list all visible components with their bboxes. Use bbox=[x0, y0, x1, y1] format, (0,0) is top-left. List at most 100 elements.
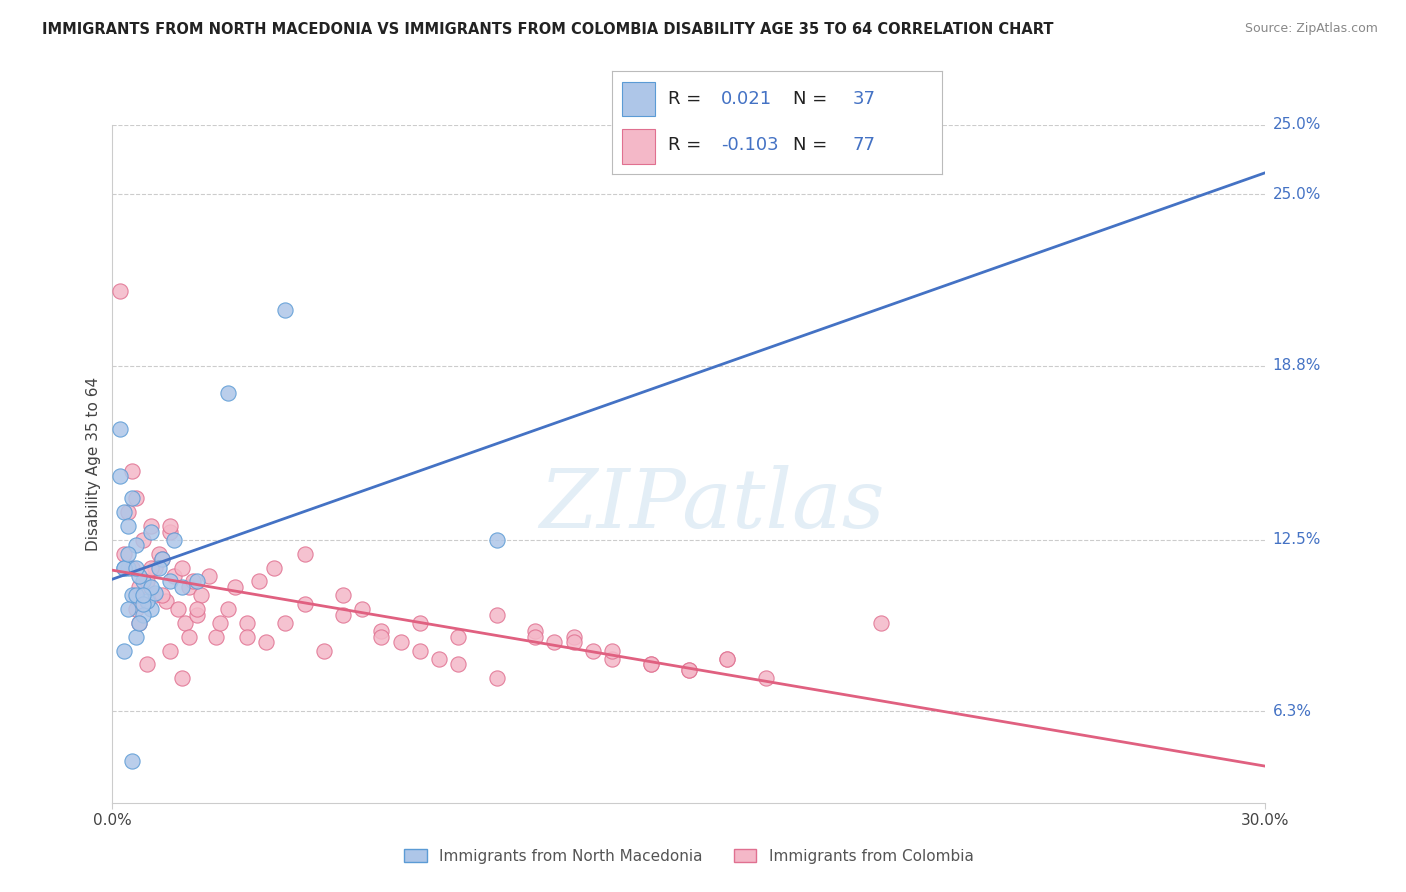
Point bbox=[274, 303, 297, 318]
Text: 25.0%: 25.0% bbox=[1272, 186, 1320, 202]
Point bbox=[294, 547, 316, 561]
Point bbox=[117, 505, 139, 519]
Point bbox=[186, 607, 208, 622]
Point bbox=[409, 643, 432, 657]
Point bbox=[128, 569, 150, 583]
Point bbox=[678, 663, 700, 677]
Point bbox=[128, 615, 150, 630]
Y-axis label: Disability Age 35 to 64: Disability Age 35 to 64 bbox=[86, 376, 101, 551]
Point bbox=[139, 524, 162, 539]
Point bbox=[112, 643, 135, 657]
Text: Source: ZipAtlas.com: Source: ZipAtlas.com bbox=[1244, 22, 1378, 36]
Point bbox=[236, 630, 259, 644]
Text: 25.0%: 25.0% bbox=[1272, 118, 1320, 132]
Point bbox=[166, 602, 188, 616]
Point bbox=[640, 657, 662, 672]
Point bbox=[148, 560, 170, 574]
Point bbox=[112, 560, 135, 574]
Point bbox=[136, 594, 159, 608]
Point bbox=[447, 657, 470, 672]
Point bbox=[128, 580, 150, 594]
Point bbox=[370, 630, 392, 644]
Point bbox=[370, 624, 392, 639]
Point bbox=[143, 585, 166, 599]
Point bbox=[124, 539, 146, 553]
Point bbox=[159, 574, 181, 589]
Text: 12.5%: 12.5% bbox=[1272, 533, 1320, 548]
Point bbox=[254, 635, 277, 649]
Point bbox=[139, 580, 162, 594]
Point bbox=[179, 630, 201, 644]
Point bbox=[121, 491, 143, 506]
Point bbox=[143, 560, 166, 574]
Point bbox=[132, 607, 155, 622]
Point bbox=[312, 643, 335, 657]
Point bbox=[152, 552, 174, 566]
Point bbox=[108, 422, 131, 436]
Point bbox=[600, 652, 623, 666]
Point bbox=[543, 635, 565, 649]
Point bbox=[121, 754, 143, 768]
Point bbox=[224, 580, 246, 594]
Point bbox=[179, 580, 201, 594]
Point bbox=[117, 560, 139, 574]
Text: -0.103: -0.103 bbox=[721, 136, 779, 154]
Point bbox=[159, 643, 181, 657]
Point bbox=[124, 560, 146, 574]
Point bbox=[447, 630, 470, 644]
Point bbox=[409, 615, 432, 630]
Point bbox=[124, 588, 146, 602]
Point bbox=[174, 615, 197, 630]
Point bbox=[136, 574, 159, 589]
Point bbox=[136, 657, 159, 672]
Point bbox=[600, 643, 623, 657]
Point bbox=[389, 635, 412, 649]
Text: ZIPatlas: ZIPatlas bbox=[540, 465, 884, 544]
Text: 6.3%: 6.3% bbox=[1272, 704, 1312, 719]
Point bbox=[485, 671, 508, 685]
Point bbox=[159, 519, 181, 533]
Point bbox=[197, 569, 219, 583]
Point bbox=[139, 602, 162, 616]
Point bbox=[170, 560, 193, 574]
Point bbox=[124, 630, 146, 644]
Point bbox=[870, 615, 893, 630]
Text: R =: R = bbox=[668, 90, 707, 108]
Point bbox=[582, 643, 605, 657]
Point bbox=[124, 602, 146, 616]
Point bbox=[121, 464, 143, 478]
Text: 77: 77 bbox=[853, 136, 876, 154]
Text: 37: 37 bbox=[853, 90, 876, 108]
Point bbox=[108, 469, 131, 483]
Point bbox=[716, 652, 738, 666]
Text: R =: R = bbox=[668, 136, 707, 154]
Point bbox=[132, 533, 155, 547]
Point bbox=[139, 560, 162, 574]
Point bbox=[236, 615, 259, 630]
Point bbox=[332, 607, 354, 622]
Point bbox=[132, 597, 155, 611]
Point bbox=[108, 284, 131, 298]
Point bbox=[112, 547, 135, 561]
Point bbox=[170, 671, 193, 685]
Point bbox=[274, 615, 297, 630]
Point bbox=[152, 588, 174, 602]
Point bbox=[294, 597, 316, 611]
Point bbox=[755, 671, 778, 685]
Text: N =: N = bbox=[793, 136, 834, 154]
Point bbox=[562, 630, 585, 644]
Point bbox=[427, 652, 450, 666]
Point bbox=[121, 560, 143, 574]
Text: IMMIGRANTS FROM NORTH MACEDONIA VS IMMIGRANTS FROM COLOMBIA DISABILITY AGE 35 TO: IMMIGRANTS FROM NORTH MACEDONIA VS IMMIG… bbox=[42, 22, 1053, 37]
Point bbox=[124, 491, 146, 506]
Point bbox=[190, 588, 212, 602]
Point bbox=[112, 505, 135, 519]
Point bbox=[117, 547, 139, 561]
Point bbox=[186, 574, 208, 589]
Text: 18.8%: 18.8% bbox=[1272, 358, 1320, 373]
Point bbox=[163, 569, 186, 583]
Point bbox=[186, 602, 208, 616]
Point bbox=[678, 663, 700, 677]
Point bbox=[205, 630, 228, 644]
Point bbox=[716, 652, 738, 666]
